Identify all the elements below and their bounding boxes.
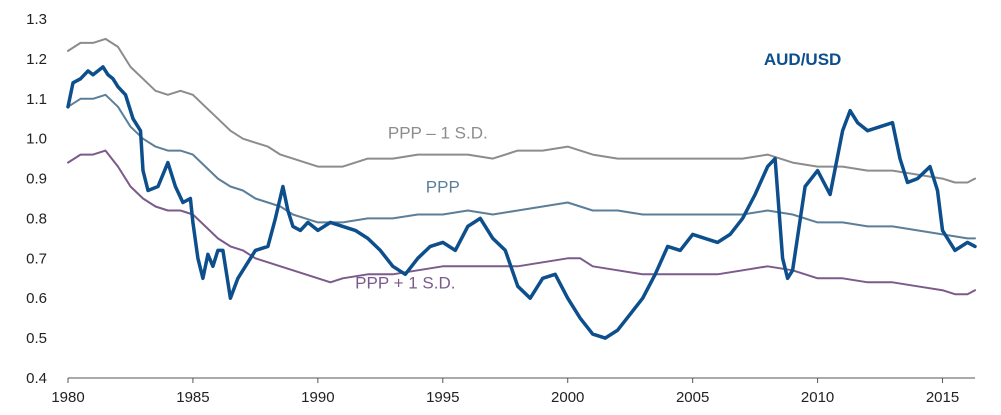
axes: 0.4 0.5 0.6 0.7 0.8 0.9 1.0 1.1 1.2 1.3 1980 1985 19… bbox=[26, 11, 975, 406]
x-tick-label: 1990 bbox=[301, 389, 334, 406]
x-tick-label: 2005 bbox=[676, 389, 709, 406]
series-label: PPP bbox=[426, 178, 460, 197]
y-tick-label: 0.9 bbox=[26, 171, 47, 188]
series-label: PPP + 1 S.D. bbox=[355, 273, 455, 292]
y-tick-label: 0.8 bbox=[26, 210, 47, 227]
y-tick-label: 1.0 bbox=[26, 131, 47, 148]
x-tick-label: 2010 bbox=[801, 389, 834, 406]
series-line-aud-usd bbox=[66, 65, 977, 340]
x-tick-label: 2000 bbox=[551, 389, 584, 406]
series-label: PPP – 1 S.D. bbox=[388, 124, 488, 143]
y-tick-label: 0.6 bbox=[26, 290, 47, 307]
y-tick-label: 1.3 bbox=[26, 11, 47, 28]
y-tick-label: 0.5 bbox=[26, 330, 47, 347]
x-tick-label: 1985 bbox=[176, 389, 209, 406]
series-label: AUD/USD bbox=[764, 50, 841, 69]
y-tick-label: 0.4 bbox=[26, 370, 47, 387]
series-labels: PPP – 1 S.D. PPP PPP + 1 S.D. AUD/USD bbox=[355, 50, 841, 292]
x-tick-label: 1995 bbox=[426, 389, 459, 406]
x-tick-label: 2015 bbox=[926, 389, 959, 406]
x-tick-label: 1980 bbox=[51, 389, 84, 406]
y-tick-label: 1.2 bbox=[26, 51, 47, 68]
y-tick-label: 1.1 bbox=[26, 91, 47, 108]
series-lines bbox=[66, 37, 977, 340]
y-tick-label: 0.7 bbox=[26, 250, 47, 267]
